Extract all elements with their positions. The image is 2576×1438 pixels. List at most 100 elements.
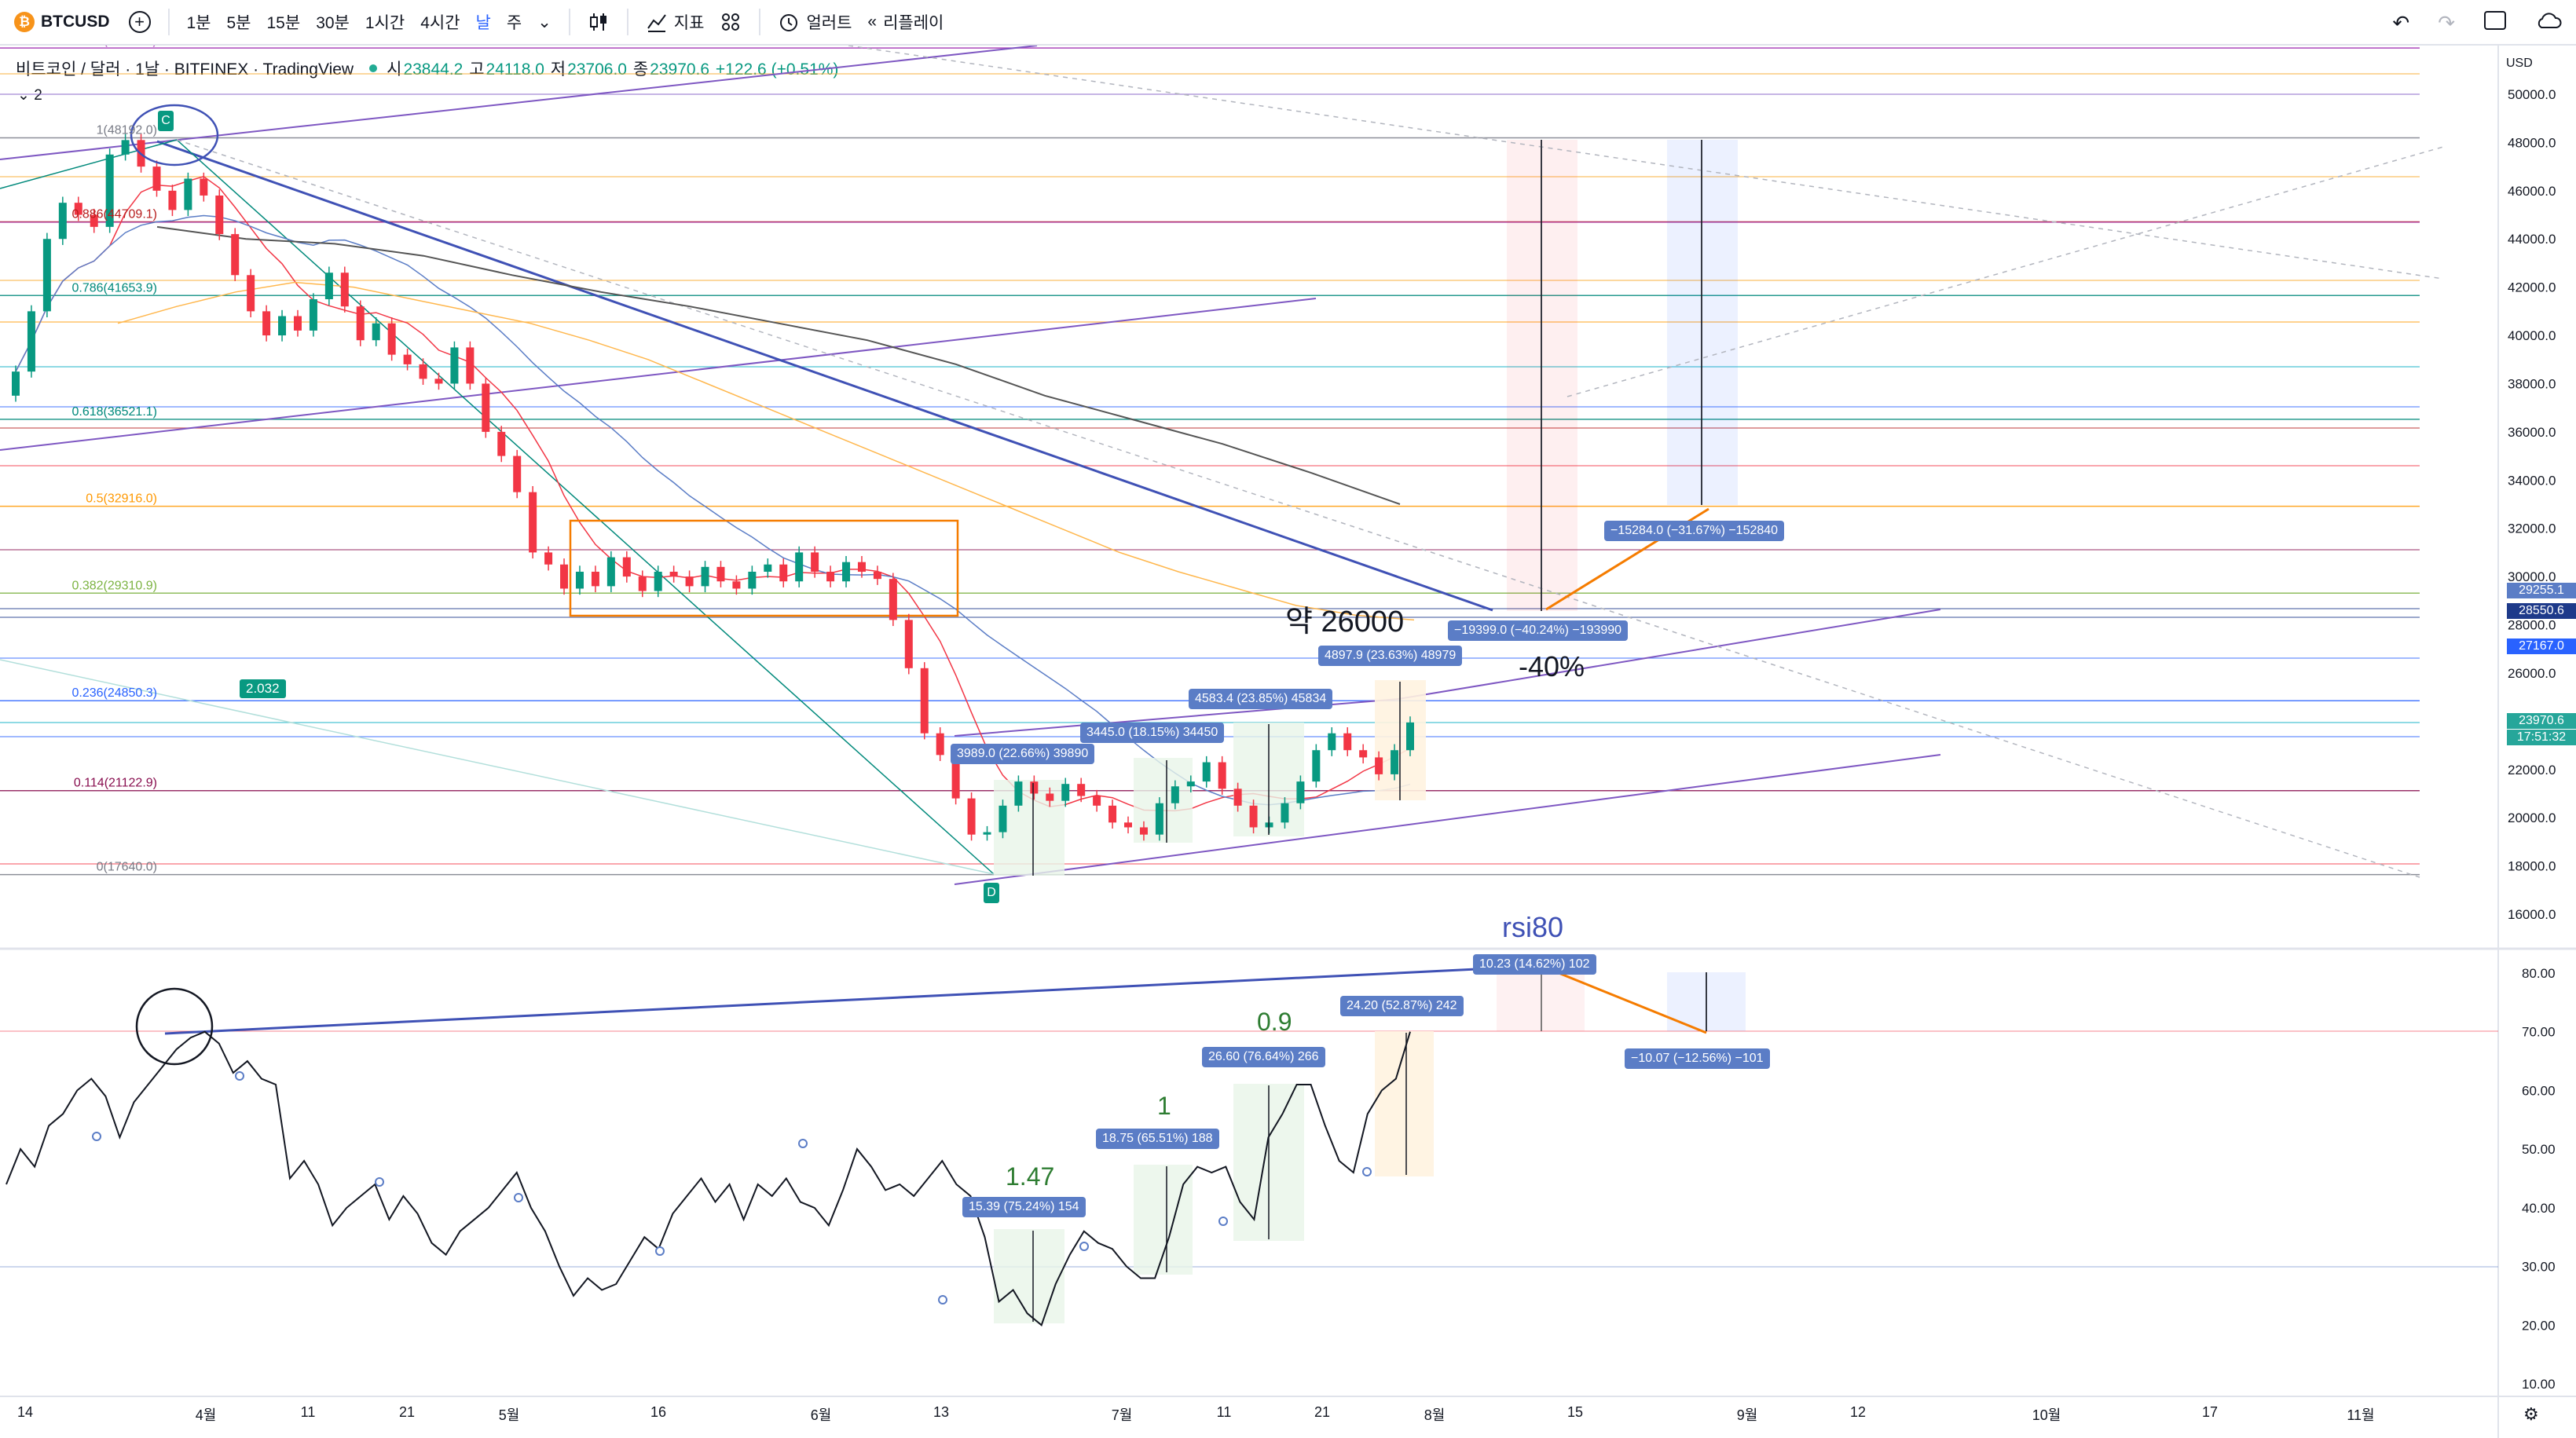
indicators-button[interactable]: 지표 <box>638 5 713 39</box>
measure-tag[interactable]: 18.75 (65.51%) 188 <box>1096 1129 1219 1149</box>
replay-button[interactable]: « 리플레이 <box>859 5 951 39</box>
measure-tag[interactable]: 24.20 (52.87%) 242 <box>1340 996 1464 1016</box>
redo-button[interactable]: ↷ <box>2424 11 2469 35</box>
cloud-save-button[interactable] <box>2521 11 2576 35</box>
replay-label: 리플레이 <box>883 14 944 32</box>
rsi-pivot <box>1218 1217 1228 1226</box>
measure-tag[interactable]: 15.39 (75.24%) 154 <box>962 1197 1086 1217</box>
cloud-icon <box>2538 12 2562 28</box>
price-axis-label: 46000.0 <box>2508 184 2556 199</box>
candlestick-series[interactable] <box>12 134 1414 841</box>
candle-body <box>27 311 35 372</box>
interval-5m[interactable]: 5분 <box>226 14 251 32</box>
interval-15m[interactable]: 15분 <box>266 14 301 32</box>
rsi-trend-line[interactable] <box>164 967 1493 1035</box>
templates-button[interactable] <box>712 5 749 39</box>
trend-line[interactable] <box>0 46 1038 160</box>
measure-tag[interactable]: −10.07 (−12.56%) −101 <box>1625 1048 1770 1069</box>
interval-dropdown[interactable]: ⌄ <box>529 5 559 39</box>
measure-tag[interactable]: −19399.0 (−40.24%) −193990 <box>1448 620 1629 641</box>
rsi-axis-label: 10.00 <box>2522 1377 2556 1392</box>
annotation-text[interactable]: 1.47 <box>1006 1162 1055 1191</box>
rsi-range-box[interactable] <box>1375 1031 1434 1176</box>
moving-average-line[interactable] <box>117 281 1415 621</box>
rsi-axis[interactable]: 80.00 70.00 60.00 50.00 40.00 30.00 20.00 10.00 <box>2522 966 2556 1392</box>
candle-body <box>247 275 255 312</box>
measure-tag[interactable]: 3989.0 (22.66%) 39890 <box>951 744 1095 764</box>
annotation-text[interactable]: 0.9 <box>1257 1008 1292 1036</box>
interval-4h[interactable]: 4시간 <box>420 14 460 32</box>
undo-button[interactable]: ↶ <box>2378 11 2424 35</box>
time-axis-label: 6월 <box>810 1407 832 1423</box>
time-axis-label: 11 <box>1216 1404 1232 1420</box>
trend-line[interactable] <box>0 298 1317 451</box>
measure-tag[interactable]: 3445.0 (18.15%) 34450 <box>1080 723 1225 743</box>
consolidation-box[interactable] <box>569 519 959 617</box>
measure-tag[interactable]: −15284.0 (−31.67%) −152840 <box>1604 521 1785 541</box>
templates-icon <box>722 13 740 31</box>
alerts-button[interactable]: 얼러트 <box>770 5 859 39</box>
price-axis[interactable]: 50000.0 48000.0 46000.0 44000.0 42000.0 40000… <box>2508 87 2556 922</box>
candle-body <box>842 562 851 582</box>
measure-tag[interactable]: 10.23 (14.62%) 102 <box>1473 954 1596 975</box>
dashed-line[interactable] <box>1566 146 2444 397</box>
trend-line[interactable] <box>0 659 995 875</box>
rsi-line[interactable] <box>5 1030 1411 1326</box>
measure-tag[interactable]: 4583.4 (23.85%) 45834 <box>1189 689 1333 709</box>
annotation-text[interactable]: -40% <box>1519 650 1585 682</box>
annotation-text[interactable]: 1 <box>1157 1092 1171 1120</box>
channel-line[interactable] <box>1398 609 1941 700</box>
rsi-short-zone[interactable] <box>1497 972 1585 1031</box>
candle-body <box>904 620 913 668</box>
chevron-down-icon: ⌄ <box>17 87 35 104</box>
horizontal-lines[interactable] <box>0 73 2420 865</box>
moving-average-line[interactable] <box>15 214 1411 806</box>
dashed-line[interactable] <box>176 139 2420 878</box>
trend-line[interactable] <box>176 139 995 875</box>
candle-body <box>764 564 772 572</box>
short-position-zone[interactable] <box>1507 140 1577 611</box>
measure-tag[interactable]: 26.60 (76.64%) 266 <box>1202 1047 1325 1067</box>
highlight-circle[interactable] <box>135 987 214 1066</box>
annotation-text[interactable]: 약 26000 <box>1285 606 1405 639</box>
highlight-ellipse[interactable] <box>130 104 219 166</box>
measure-tag[interactable]: 4897.9 (23.63%) 48979 <box>1318 646 1463 666</box>
legend-collapse-button[interactable]: ⌄ 2 <box>17 86 42 104</box>
moving-average-line[interactable] <box>156 225 1401 505</box>
trend-line[interactable] <box>156 140 1493 612</box>
long-position-zone[interactable] <box>1667 140 1738 505</box>
candle-body <box>795 552 804 582</box>
trend-line[interactable] <box>0 139 178 189</box>
fullscreen-button[interactable] <box>2469 10 2521 36</box>
candle-body <box>356 306 365 341</box>
fib-level-label: 1.122(51919.3) <box>71 46 157 47</box>
price-axis-label: 32000.0 <box>2508 521 2556 536</box>
compare-button[interactable]: + <box>121 5 159 39</box>
settings-gear-icon[interactable]: ⚙ <box>2523 1404 2539 1424</box>
candle-body <box>1124 822 1133 828</box>
candle-body <box>466 347 475 384</box>
interval-1w[interactable]: 주 <box>506 14 522 32</box>
interval-30m[interactable]: 30분 <box>316 14 350 32</box>
symbol-search[interactable]: BTCUSD <box>41 13 110 31</box>
candle-body <box>1155 803 1163 835</box>
currency-label[interactable]: USD <box>2506 57 2533 70</box>
chevron-down-icon: ⌄ <box>537 13 551 31</box>
interval-1m[interactable]: 1분 <box>186 14 211 32</box>
price-axis-label: 50000.0 <box>2508 87 2556 102</box>
annotation-text[interactable]: rsi80 <box>1502 911 1564 943</box>
rsi-projection-line[interactable] <box>1541 964 1707 1034</box>
dashed-line[interactable] <box>848 46 2444 280</box>
fibonacci-retracement[interactable] <box>0 47 2420 876</box>
wave-marker-d[interactable]: D <box>984 883 999 903</box>
chart-type-button[interactable] <box>580 5 617 39</box>
candle-body <box>387 323 396 355</box>
interval-1h[interactable]: 1시간 <box>365 14 405 32</box>
candle-body <box>309 299 317 331</box>
chart-canvas[interactable]: 50000.0 48000.0 46000.0 44000.0 42000.0 40000… <box>0 46 2576 1438</box>
price-axis-label: 16000.0 <box>2508 907 2556 922</box>
time-axis-label: 5월 <box>498 1407 520 1423</box>
wave-marker-c[interactable]: C <box>158 111 174 131</box>
channel-line[interactable] <box>954 754 1941 885</box>
interval-1d[interactable]: 날 <box>475 14 491 32</box>
